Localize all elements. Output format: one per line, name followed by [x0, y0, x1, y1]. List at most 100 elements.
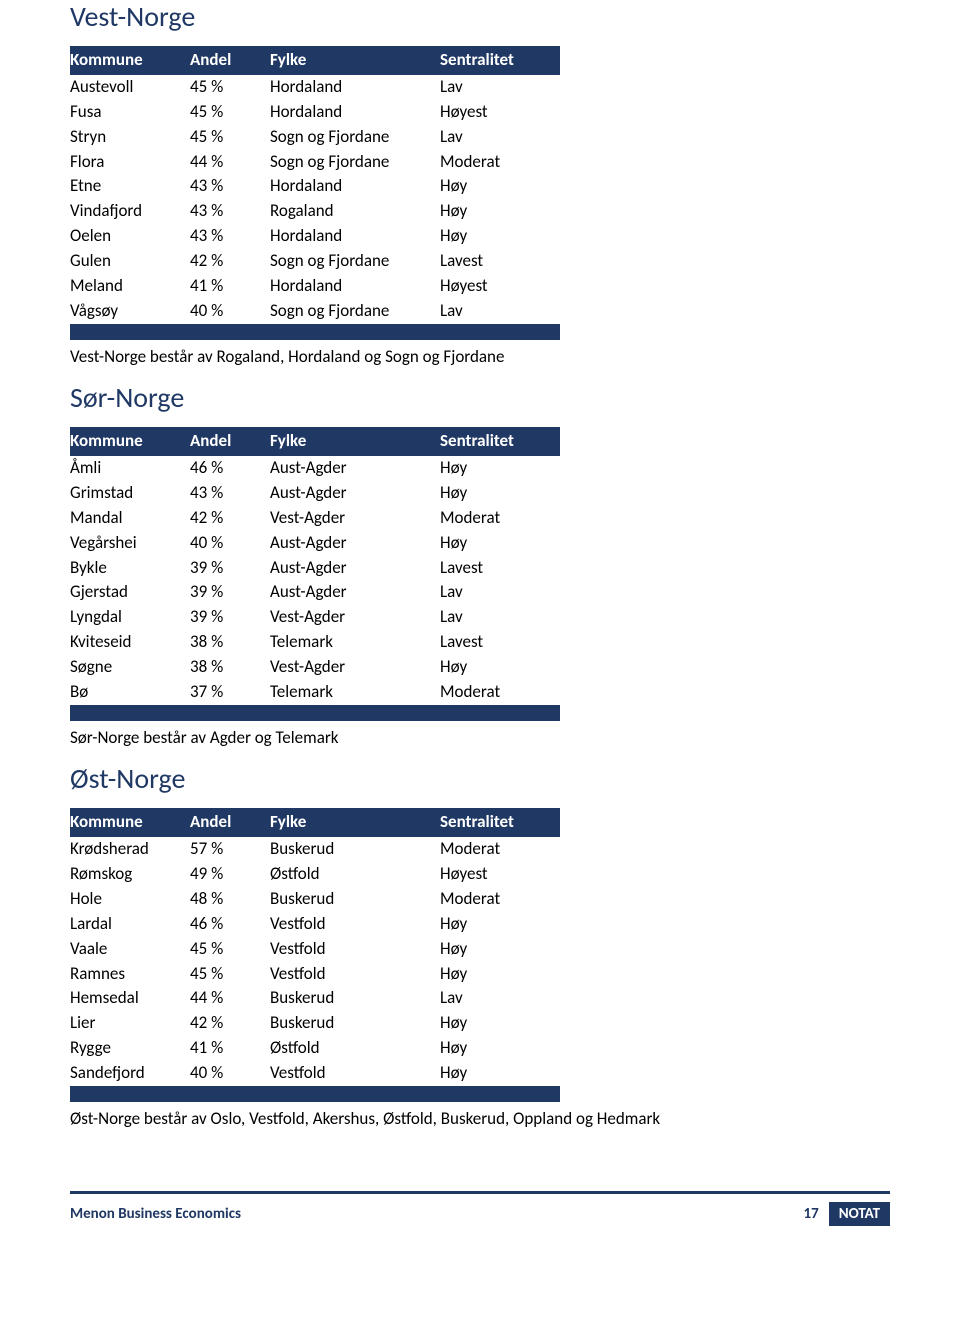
table-row: Ramnes45 %VestfoldHøy — [70, 962, 560, 987]
table-cell: Aust-Agder — [270, 481, 440, 506]
table-cell: 40 % — [190, 1061, 270, 1086]
table-cell: Meland — [70, 274, 190, 299]
table-cell: Moderat — [440, 887, 560, 912]
table-cell: Bykle — [70, 556, 190, 581]
table-row: Stryn45 %Sogn og FjordaneLav — [70, 125, 560, 150]
table-row: Flora44 %Sogn og FjordaneModerat — [70, 150, 560, 175]
table-footer-bar — [70, 324, 560, 340]
section-note: Sør-Norge består av Agder og Telemark — [70, 727, 890, 750]
table-cell: Gulen — [70, 249, 190, 274]
table-cell: Ramnes — [70, 962, 190, 987]
table-cell: Høy — [440, 199, 560, 224]
table-cell: Høy — [440, 1036, 560, 1061]
table-cell: Vegårshei — [70, 531, 190, 556]
table-row: Meland41 %HordalandHøyest — [70, 274, 560, 299]
table-cell: Vestfold — [270, 937, 440, 962]
table-footer-bar — [70, 1086, 560, 1102]
table-cell: Høy — [440, 1061, 560, 1086]
table-row: Gjerstad39 %Aust-AgderLav — [70, 580, 560, 605]
table-row: Austevoll45 %HordalandLav — [70, 75, 560, 100]
table-row: Vegårshei40 %Aust-AgderHøy — [70, 531, 560, 556]
table-row: Hemsedal44 %BuskerudLav — [70, 986, 560, 1011]
table-cell: Lyngdal — [70, 605, 190, 630]
table-row: Bykle39 %Aust-AgderLavest — [70, 556, 560, 581]
table-footer-bar — [70, 705, 560, 721]
table-cell: Rømskog — [70, 862, 190, 887]
footer-right: 17 NOTAT — [803, 1202, 890, 1226]
table-cell: Lav — [440, 125, 560, 150]
table-header-cell: Andel — [190, 427, 270, 456]
table-cell: 43 % — [190, 224, 270, 249]
table-cell: Vestfold — [270, 962, 440, 987]
table-cell: Søgne — [70, 655, 190, 680]
table-cell: Hole — [70, 887, 190, 912]
data-table: KommuneAndelFylkeSentralitetÅmli46 %Aust… — [70, 427, 560, 721]
table-cell: Mandal — [70, 506, 190, 531]
table-cell: Hordaland — [270, 75, 440, 100]
table-cell: Sogn og Fjordane — [270, 150, 440, 175]
table-cell: Lav — [440, 580, 560, 605]
footer-badge: NOTAT — [829, 1202, 890, 1226]
table-cell: Høy — [440, 655, 560, 680]
table-cell: Fusa — [70, 100, 190, 125]
table-cell: Bø — [70, 680, 190, 705]
table-cell: Austevoll — [70, 75, 190, 100]
table-cell: Høy — [440, 937, 560, 962]
table-header-cell: Sentralitet — [440, 46, 560, 75]
data-table: KommuneAndelFylkeSentralitetAustevoll45 … — [70, 46, 560, 340]
table-cell: Vestfold — [270, 912, 440, 937]
table-cell: 42 % — [190, 1011, 270, 1036]
table-row: Lier42 %BuskerudHøy — [70, 1011, 560, 1036]
table-row: Vaale45 %VestfoldHøy — [70, 937, 560, 962]
table-cell: Lav — [440, 75, 560, 100]
table-cell: Rogaland — [270, 199, 440, 224]
table-row: Vågsøy40 %Sogn og FjordaneLav — [70, 299, 560, 324]
section-title: Sør-Norge — [70, 379, 890, 417]
table-header-cell: Fylke — [270, 427, 440, 456]
table-cell: Aust-Agder — [270, 556, 440, 581]
table-cell: 45 % — [190, 100, 270, 125]
table-cell: Krødsherad — [70, 837, 190, 862]
table-cell: Vågsøy — [70, 299, 190, 324]
table-cell: Østfold — [270, 1036, 440, 1061]
page-number: 17 — [803, 1204, 818, 1224]
table-cell: 43 % — [190, 199, 270, 224]
table-cell: Hemsedal — [70, 986, 190, 1011]
table-cell: 40 % — [190, 531, 270, 556]
table-cell: Lav — [440, 605, 560, 630]
table-cell: 49 % — [190, 862, 270, 887]
table-header-cell: Andel — [190, 808, 270, 837]
table-header-row: KommuneAndelFylkeSentralitet — [70, 808, 560, 837]
table-cell: Høy — [440, 531, 560, 556]
table-cell: Lardal — [70, 912, 190, 937]
table-cell: 38 % — [190, 630, 270, 655]
table-row: Mandal42 %Vest-AgderModerat — [70, 506, 560, 531]
table-header-row: KommuneAndelFylkeSentralitet — [70, 46, 560, 75]
page-footer: Menon Business Economics17NOTAT — [70, 1191, 890, 1226]
table-row: Åmli46 %Aust-AgderHøy — [70, 456, 560, 481]
table-cell: Aust-Agder — [270, 456, 440, 481]
table-row: Rømskog49 %ØstfoldHøyest — [70, 862, 560, 887]
table-header-cell: Sentralitet — [440, 427, 560, 456]
table-cell: Hordaland — [270, 100, 440, 125]
table-cell: Høyest — [440, 862, 560, 887]
table-cell: Sogn og Fjordane — [270, 125, 440, 150]
table-cell: Lavest — [440, 630, 560, 655]
table-cell: Høy — [440, 456, 560, 481]
table-row: Rygge41 %ØstfoldHøy — [70, 1036, 560, 1061]
table-cell: Etne — [70, 174, 190, 199]
table-cell: Telemark — [270, 680, 440, 705]
table-cell: Vest-Agder — [270, 506, 440, 531]
table-cell: 43 % — [190, 174, 270, 199]
table-cell: Moderat — [440, 680, 560, 705]
table-cell: 37 % — [190, 680, 270, 705]
table-cell: Moderat — [440, 506, 560, 531]
table-cell: Høyest — [440, 274, 560, 299]
table-cell: 42 % — [190, 249, 270, 274]
table-header-cell: Fylke — [270, 46, 440, 75]
table-cell: Aust-Agder — [270, 580, 440, 605]
table-cell: 45 % — [190, 125, 270, 150]
table-header-row: KommuneAndelFylkeSentralitet — [70, 427, 560, 456]
table-cell: Moderat — [440, 837, 560, 862]
table-row: Søgne38 %Vest-AgderHøy — [70, 655, 560, 680]
